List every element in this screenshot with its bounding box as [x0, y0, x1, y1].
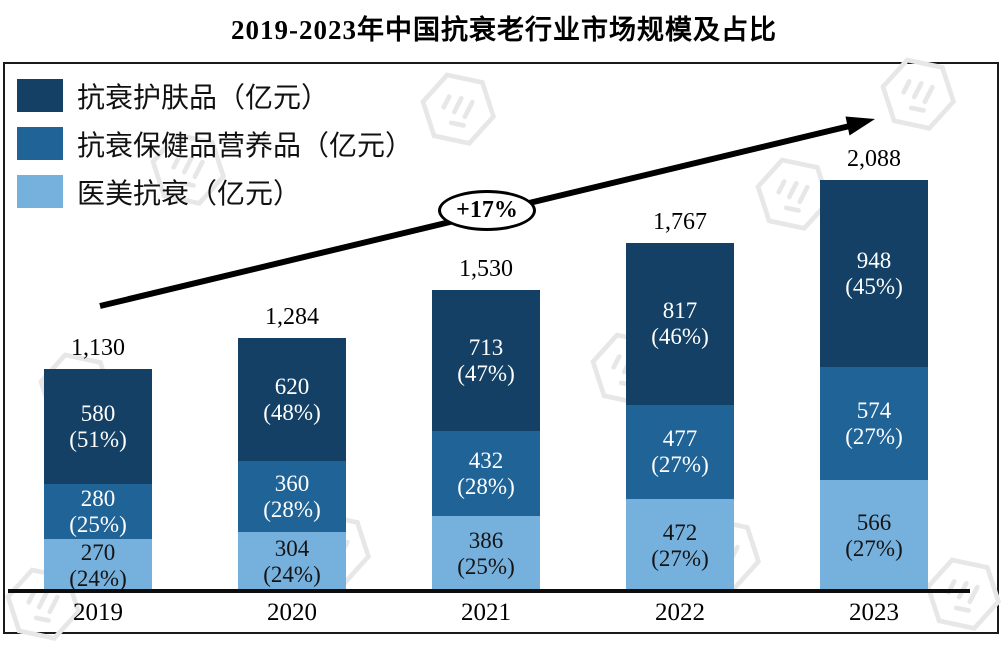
segment-percent: (27%) — [845, 423, 903, 449]
legend-label: 医美抗衰（亿元） — [77, 178, 302, 210]
growth-rate-badge: +17% — [438, 190, 536, 231]
segment-percent: (48%) — [263, 399, 321, 425]
total-label: 1,130 — [71, 335, 125, 361]
x-tick-label: 2021 — [461, 599, 511, 626]
bar-segment: 360 (28%) — [238, 461, 346, 532]
legend: 抗衰护肤品（亿元） 抗衰保健品营养品（亿元） 医美抗衰（亿元） — [17, 79, 413, 223]
segment-value: 386 — [468, 528, 504, 553]
segment-value: 472 — [662, 519, 698, 545]
segment-value: 948 — [856, 247, 892, 273]
bar-segment: 304 (24%) — [238, 532, 346, 592]
segment-percent: (25%) — [457, 554, 515, 579]
bar-2021: 713 (47%) 432 (28%) 386 (25%) — [432, 290, 540, 592]
legend-item-supplements: 抗衰保健品营养品（亿元） — [17, 127, 413, 162]
bar-2020: 620 (48%) 360 (28%) 304 (24%) — [238, 338, 346, 592]
x-axis-line — [8, 589, 970, 593]
segment-value: 477 — [662, 426, 698, 451]
bar-segment: 432 (28%) — [432, 431, 540, 516]
segment-percent: (45%) — [845, 273, 903, 299]
legend-label: 抗衰护肤品（亿元） — [77, 82, 330, 114]
segment-percent: (24%) — [69, 565, 127, 591]
total-label: 1,284 — [265, 304, 319, 330]
total-label: 1,530 — [459, 256, 513, 282]
bar-segment: 566 (27%) — [820, 480, 928, 592]
segment-percent: (27%) — [651, 545, 709, 571]
segment-value: 360 — [274, 470, 310, 496]
bar-segment: 477 (27%) — [626, 405, 734, 499]
bar-segment: 386 (25%) — [432, 516, 540, 592]
segment-percent: (28%) — [263, 496, 321, 522]
segment-percent: (28%) — [457, 473, 515, 499]
bar-segment: 948 (45%) — [820, 180, 928, 367]
bar-segment: 580 (51%) — [44, 369, 152, 484]
legend-swatch-supplements-icon — [17, 127, 63, 160]
legend-swatch-skincare-icon — [17, 79, 63, 112]
bar-2023: 948 (45%) 574 (27%) 566 (27%) — [820, 180, 928, 592]
segment-value: 566 — [856, 510, 892, 535]
bar-segment: 574 (27%) — [820, 367, 928, 480]
bar-segment: 472 (27%) — [626, 499, 734, 592]
legend-label: 抗衰保健品营养品（亿元） — [77, 130, 414, 162]
segment-value: 432 — [468, 447, 504, 473]
segment-percent: (25%) — [69, 511, 127, 537]
bar-segment: 620 (48%) — [238, 338, 346, 461]
segment-value: 580 — [80, 400, 116, 426]
bar-segment: 713 (47%) — [432, 290, 540, 431]
plot-frame — [3, 62, 999, 634]
bar-segment: 817 (46%) — [626, 243, 734, 405]
segment-value: 817 — [662, 298, 698, 323]
segment-percent: (47%) — [457, 360, 515, 386]
legend-item-medical-aesthetics: 医美抗衰（亿元） — [17, 175, 413, 210]
x-tick-label: 2022 — [655, 599, 705, 626]
x-tick-label: 2020 — [267, 599, 317, 626]
legend-item-skincare: 抗衰护肤品（亿元） — [17, 79, 413, 114]
x-tick-label: 2023 — [849, 599, 899, 626]
segment-percent: (51%) — [69, 426, 127, 452]
segment-value: 620 — [274, 373, 310, 399]
segment-value: 304 — [274, 536, 310, 561]
segment-value: 270 — [80, 539, 116, 565]
bar-segment: 280 (25%) — [44, 484, 152, 539]
segment-value: 713 — [468, 334, 504, 360]
bar-segment: 270 (24%) — [44, 539, 152, 592]
segment-percent: (27%) — [845, 536, 903, 561]
segment-percent: (24%) — [263, 562, 321, 587]
segment-percent: (46%) — [651, 324, 709, 349]
segment-percent: (27%) — [651, 452, 709, 477]
chart-title: 2019-2023年中国抗衰老行业市场规模及占比 — [231, 15, 777, 45]
segment-value: 574 — [856, 397, 892, 423]
total-label: 1,767 — [653, 209, 707, 235]
bar-2022: 817 (46%) 477 (27%) 472 (27%) — [626, 243, 734, 592]
bar-2019: 580 (51%) 280 (25%) 270 (24%) — [44, 369, 152, 592]
segment-value: 280 — [80, 485, 116, 511]
x-tick-label: 2019 — [73, 599, 123, 626]
total-label: 2,088 — [847, 146, 901, 172]
legend-swatch-medical-aesthetics-icon — [17, 175, 63, 208]
